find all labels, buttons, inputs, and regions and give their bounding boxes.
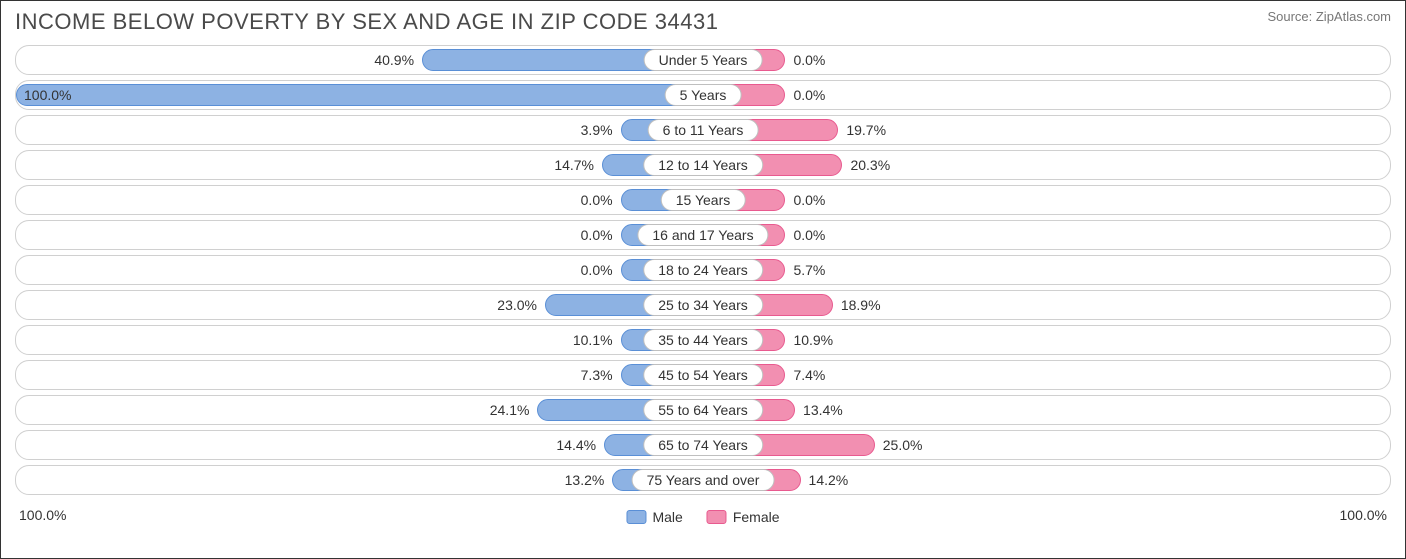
category-badge: 6 to 11 Years: [648, 119, 759, 141]
male-value: 14.4%: [556, 437, 596, 453]
female-value: 13.4%: [803, 402, 843, 418]
category-badge: 75 Years and over: [632, 469, 775, 491]
category-badge: 18 to 24 Years: [643, 259, 763, 281]
legend-swatch-male: [626, 510, 646, 524]
footer: 100.0% Male Female 100.0%: [15, 501, 1391, 525]
male-value: 3.9%: [581, 122, 613, 138]
data-row: 100.0% 0.0% 5 Years: [15, 80, 1391, 110]
data-row: 10.1% 10.9% 35 to 44 Years: [15, 325, 1391, 355]
data-row: 14.4% 25.0% 65 to 74 Years: [15, 430, 1391, 460]
female-value: 0.0%: [793, 52, 825, 68]
male-value: 0.0%: [581, 192, 613, 208]
data-row: 23.0% 18.9% 25 to 34 Years: [15, 290, 1391, 320]
male-value: 23.0%: [497, 297, 537, 313]
legend-swatch-female: [707, 510, 727, 524]
female-value: 19.7%: [846, 122, 886, 138]
legend: Male Female: [626, 509, 779, 525]
female-value: 5.7%: [793, 262, 825, 278]
female-value: 10.9%: [793, 332, 833, 348]
chart-title: INCOME BELOW POVERTY BY SEX AND AGE IN Z…: [15, 9, 718, 35]
category-badge: 45 to 54 Years: [643, 364, 763, 386]
male-value: 10.1%: [573, 332, 613, 348]
data-row: 0.0% 0.0% 16 and 17 Years: [15, 220, 1391, 250]
legend-item-female: Female: [707, 509, 780, 525]
category-badge: 15 Years: [661, 189, 746, 211]
category-badge: 35 to 44 Years: [643, 329, 763, 351]
female-value: 20.3%: [850, 157, 890, 173]
axis-label-left: 100.0%: [19, 507, 66, 523]
female-value: 0.0%: [793, 87, 825, 103]
male-bar: [16, 84, 703, 106]
female-value: 25.0%: [883, 437, 923, 453]
header: INCOME BELOW POVERTY BY SEX AND AGE IN Z…: [15, 9, 1391, 35]
poverty-by-sex-age-chart: INCOME BELOW POVERTY BY SEX AND AGE IN Z…: [0, 0, 1406, 559]
male-value: 40.9%: [374, 52, 414, 68]
rows-area: 40.9% 0.0% Under 5 Years 100.0% 0.0% 5 Years 3…: [15, 45, 1391, 495]
data-row: 3.9% 19.7% 6 to 11 Years: [15, 115, 1391, 145]
category-badge: 12 to 14 Years: [643, 154, 763, 176]
male-value: 14.7%: [554, 157, 594, 173]
legend-label-male: Male: [652, 509, 682, 525]
male-value: 0.0%: [581, 262, 613, 278]
source-attribution: Source: ZipAtlas.com: [1267, 9, 1391, 24]
female-value: 7.4%: [793, 367, 825, 383]
category-badge: 16 and 17 Years: [637, 224, 768, 246]
legend-label-female: Female: [733, 509, 780, 525]
category-badge: 5 Years: [665, 84, 742, 106]
male-value: 100.0%: [24, 87, 71, 103]
female-value: 14.2%: [809, 472, 849, 488]
data-row: 7.3% 7.4% 45 to 54 Years: [15, 360, 1391, 390]
male-value: 0.0%: [581, 227, 613, 243]
data-row: 0.0% 0.0% 15 Years: [15, 185, 1391, 215]
male-value: 7.3%: [581, 367, 613, 383]
axis-label-right: 100.0%: [1340, 507, 1387, 523]
data-row: 24.1% 13.4% 55 to 64 Years: [15, 395, 1391, 425]
female-value: 18.9%: [841, 297, 881, 313]
category-badge: 65 to 74 Years: [643, 434, 763, 456]
category-badge: 25 to 34 Years: [643, 294, 763, 316]
female-value: 0.0%: [793, 192, 825, 208]
male-value: 24.1%: [490, 402, 530, 418]
data-row: 40.9% 0.0% Under 5 Years: [15, 45, 1391, 75]
category-badge: Under 5 Years: [644, 49, 763, 71]
male-value: 13.2%: [565, 472, 605, 488]
legend-item-male: Male: [626, 509, 682, 525]
data-row: 13.2% 14.2% 75 Years and over: [15, 465, 1391, 495]
data-row: 0.0% 5.7% 18 to 24 Years: [15, 255, 1391, 285]
data-row: 14.7% 20.3% 12 to 14 Years: [15, 150, 1391, 180]
female-value: 0.0%: [793, 227, 825, 243]
category-badge: 55 to 64 Years: [643, 399, 763, 421]
